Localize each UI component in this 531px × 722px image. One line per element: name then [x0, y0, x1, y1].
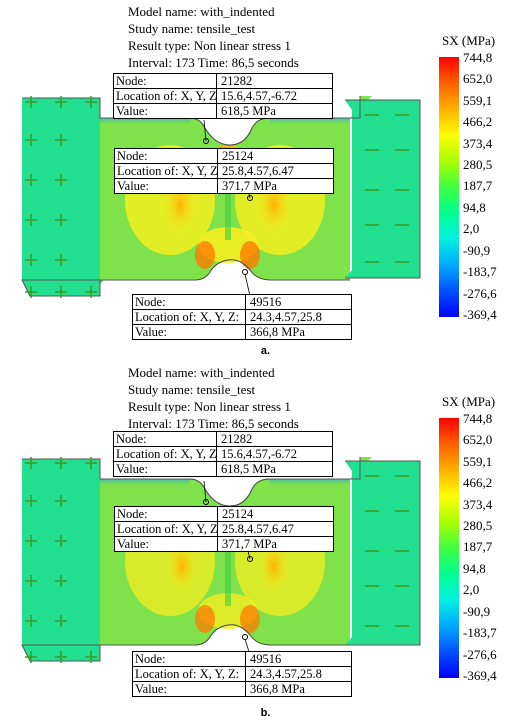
value-label: Value: — [115, 537, 218, 551]
legend-tick: -183,7 — [463, 625, 497, 640]
caption-b: b. — [260, 707, 271, 719]
value-label: Value: — [114, 104, 217, 118]
node-value: 49516 — [250, 295, 282, 309]
color-scale-bar — [439, 418, 459, 678]
node-value: 25124 — [222, 149, 254, 163]
location-value: 24.3,4.57,25.8 — [250, 667, 322, 681]
node-value: 21282 — [221, 74, 253, 88]
legend-tick: 2,0 — [463, 221, 480, 236]
model-name: Model name: with_indented — [128, 365, 275, 380]
interval: Interval: 173 Time: 86,5 seconds — [128, 416, 299, 431]
caption-a: a. — [260, 345, 271, 357]
fixture-arrows-left — [25, 457, 97, 663]
legend-tick: 559,1 — [463, 93, 493, 108]
right-grip — [345, 100, 420, 278]
legend-title: SX (MPa) — [442, 33, 496, 48]
legend-tick: 94,8 — [463, 200, 486, 215]
node-label: Node: — [133, 295, 246, 309]
location-label: Location of: X, Y, Z: — [133, 667, 246, 681]
probe-box-1: Node: 21282 Location of: X, Y, Z: 15.6,4.5… — [113, 431, 333, 477]
location-label: Location of: X, Y, Z: — [133, 310, 246, 324]
stress-value: 371,7 MPa — [222, 537, 277, 551]
right-grip — [345, 461, 420, 645]
legend-tick: 744,8 — [463, 50, 493, 65]
node-label: Node: — [114, 74, 217, 88]
legend-tick: 373,4 — [463, 497, 493, 512]
left-grip — [22, 459, 104, 661]
location-label: Location of: X, Y, Z: — [117, 522, 218, 536]
probe-box-2: Node: 25124 Location of: X, Y, Z: 25.8,4.5… — [114, 506, 334, 552]
value-label: Value: — [115, 179, 218, 193]
stress-value: 366,8 MPa — [250, 325, 305, 339]
study-header: Model name: with_indented Study name: te… — [128, 364, 299, 432]
probe-box-2: Node: 25124 Location of: X, Y, Z: 25.8,4.5… — [114, 148, 334, 194]
legend-tick: 373,4 — [463, 136, 493, 151]
legend-tick: 2,0 — [463, 582, 480, 597]
fixture-arrows-left — [25, 96, 97, 298]
probe-box-3: Node: 49516 Location of: X, Y, Z: 24.3,4.5… — [132, 294, 352, 340]
node-value: 25124 — [222, 507, 254, 521]
legend-tick: 466,2 — [463, 114, 493, 129]
location-value: 25.8,4.57,6.47 — [222, 164, 294, 178]
location-value: 15.6,4.57,-6.72 — [221, 447, 298, 461]
value-label: Value: — [133, 325, 246, 339]
legend-tick: 466,2 — [463, 475, 493, 490]
legend-tick: -90,9 — [463, 243, 491, 258]
legend-tick: -276,6 — [463, 647, 497, 662]
color-scale-bar — [439, 57, 459, 317]
legend-tick: 652,0 — [463, 71, 493, 86]
legend-tick: 94,8 — [463, 561, 486, 576]
legend-title: SX (MPa) — [442, 394, 496, 409]
interval: Interval: 173 Time: 86,5 seconds — [128, 55, 299, 70]
legend-tick: -369,4 — [463, 668, 497, 683]
legend-tick: 280,5 — [463, 518, 493, 533]
node-label: Node: — [114, 432, 217, 446]
panel-a: Model name: with_indented Study name: te… — [21, 3, 497, 357]
panel-b: Model name: with_indented Study name: te… — [0, 361, 531, 722]
legend-tick: -183,7 — [463, 264, 497, 279]
location-value: 25.8,4.57,6.47 — [222, 522, 294, 536]
stress-value: 618,5 MPa — [221, 104, 276, 118]
result-type: Result type: Non linear stress 1 — [128, 399, 291, 414]
node-value: 49516 — [250, 652, 282, 666]
study-name: Study name: tensile_test — [128, 21, 256, 36]
location-value: 24.3,4.57,25.8 — [250, 310, 322, 324]
legend-tick: -276,6 — [463, 286, 497, 301]
legend-tick: 652,0 — [463, 432, 493, 447]
probe-box-3: Node: 49516 Location of: X, Y, Z: 24.3,4.5… — [132, 651, 352, 697]
value-label: Value: — [114, 462, 217, 476]
legend-tick: 187,7 — [463, 178, 493, 193]
location-value: 15.6,4.57,-6.72 — [221, 89, 298, 103]
legend-tick: 744,8 — [463, 411, 493, 426]
location-label: Location of: X, Y, Z: — [116, 89, 217, 103]
legend-tick: 280,5 — [463, 157, 493, 172]
study-name: Study name: tensile_test — [128, 382, 256, 397]
location-label: Location of: X, Y, Z: — [117, 164, 218, 178]
value-label: Value: — [133, 682, 246, 696]
stress-plot — [21, 457, 421, 663]
study-header: Model name: with_indented Study name: te… — [128, 3, 299, 71]
stress-value: 618,5 MPa — [221, 462, 276, 476]
legend-tick: -369,4 — [463, 307, 497, 322]
load-arrows-right — [365, 114, 409, 263]
node-value: 21282 — [221, 432, 253, 446]
left-grip — [22, 98, 104, 296]
legend-tick: 559,1 — [463, 454, 493, 469]
load-arrows-right — [365, 475, 409, 627]
node-label: Node: — [115, 507, 218, 521]
probe-box-1: Node: 21282 Location of: X, Y, Z: 15.6,4.5… — [113, 73, 333, 119]
node-label: Node: — [115, 149, 218, 163]
result-type: Result type: Non linear stress 1 — [128, 38, 291, 53]
model-name: Model name: with_indented — [128, 4, 275, 19]
legend-tick: 187,7 — [463, 539, 493, 554]
legend-tick: -90,9 — [463, 604, 491, 619]
location-label: Location of: X, Y, Z: — [116, 447, 217, 461]
stress-value: 371,7 MPa — [222, 179, 277, 193]
stress-value: 366,8 MPa — [250, 682, 305, 696]
node-label: Node: — [133, 652, 246, 666]
